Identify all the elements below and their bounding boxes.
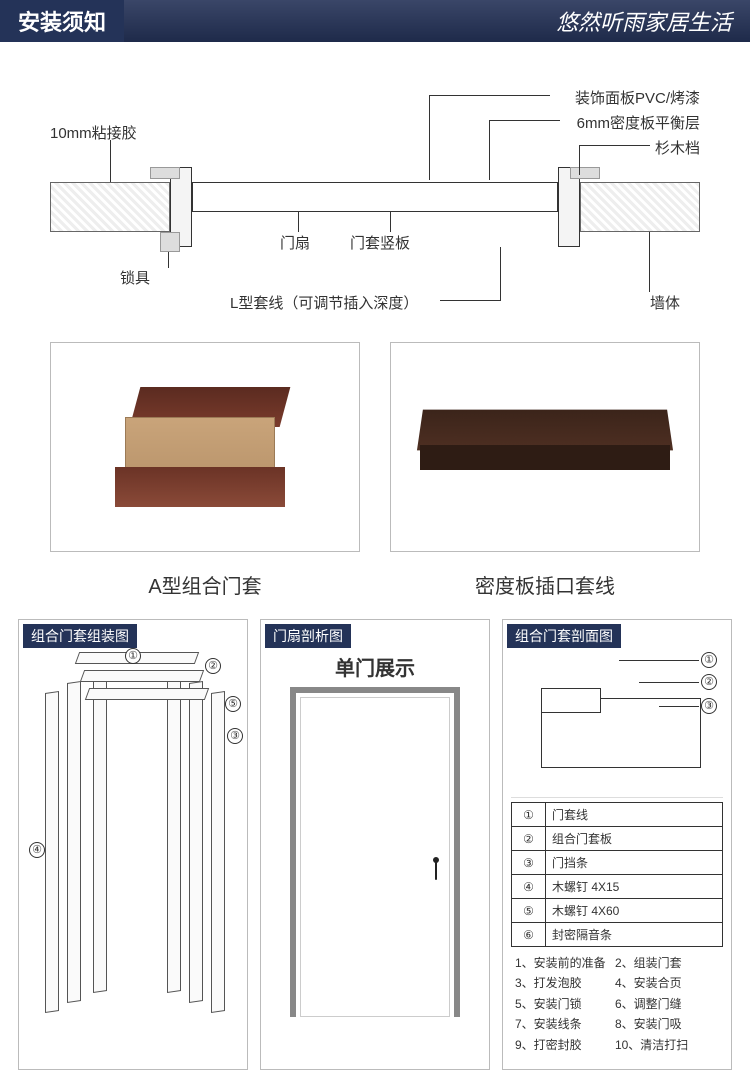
label-frame-vertical: 门套竖板 [350,232,410,253]
door-leaf [300,697,450,1017]
lock-shape [160,232,180,252]
door-frame [290,687,460,1017]
header-brand: 悠然听雨家居生活 [124,0,750,42]
caption-a: A型组合门套 [50,570,360,599]
num-4: ④ [29,842,45,858]
label-door-leaf: 门扇 [280,232,310,253]
trim-top-r [570,167,600,179]
wood-render-b [420,407,670,487]
door-leaf-shape [192,182,558,212]
wall-left [50,182,170,232]
panel-door: 门扇剖析图 单门展示 [260,619,490,1070]
install-steps: 1、安装前的准备2、组装门套 3、打发泡胶4、安装合页 5、安装门锁6、调整门缝… [511,947,723,1061]
sec-num-3: ③ [701,698,717,714]
door-handle-icon [433,857,439,863]
frame-right [558,167,580,247]
table-row: ⑥封密隔音条 [512,923,723,947]
wood-render-a [115,377,295,517]
table-row: ④木螺钉 4X15 [512,875,723,899]
panel-section: 组合门套剖面图 ① ② ③ ①门套线 ②组合门套板 ③门挡条 ④木螺钉 4X15… [502,619,732,1070]
photo-b [390,342,700,552]
panel-section-title: 组合门套剖面图 [507,624,621,648]
caption-b: 密度板插口套线 [390,570,700,599]
num-3: ③ [227,728,243,744]
label-mdf-6mm: 6mm密度板平衡层 [577,112,700,133]
parts-table: ①门套线 ②组合门套板 ③门挡条 ④木螺钉 4X15 ⑤木螺钉 4X60 ⑥封密… [511,802,723,947]
table-row: ①门套线 [512,803,723,827]
photo-card-b: 密度板插口套线 [390,342,700,599]
label-wall: 墙体 [650,292,680,313]
label-l-trim: L型套线（可调节插入深度） [230,292,418,313]
sec-num-1: ① [701,652,717,668]
label-adhesive: 10mm粘接胶 [50,122,137,143]
table-row: ⑤木螺钉 4X60 [512,899,723,923]
table-row: ②组合门套板 [512,827,723,851]
header-bar: 安装须知 悠然听雨家居生活 [0,0,750,42]
label-lock: 锁具 [120,267,150,288]
header-title: 安装须知 [0,0,124,42]
num-2: ② [205,658,221,674]
panel-assembly-title: 组合门套组装图 [23,624,137,648]
table-row: ③门挡条 [512,851,723,875]
num-1: ① [125,648,141,664]
door-heading: 单门展示 [269,652,481,681]
photo-card-a: A型组合门套 [50,342,360,599]
panel-assembly: 组合门套组装图 ① ② ⑤ ③ ④ [18,619,248,1070]
section-sketch: ① ② ③ [511,648,723,798]
three-panel-row: 组合门套组装图 ① ② ⑤ ③ ④ 门扇剖析 [0,609,750,1088]
cross-section-diagram: 10mm粘接胶 锁具 门扇 门套竖板 L型套线（可调节插入深度） 装饰面板PVC… [0,42,750,332]
label-fir: 杉木档 [655,137,700,158]
label-panel-pvc: 装饰面板PVC/烤漆 [575,87,700,108]
num-5: ⑤ [225,696,241,712]
photo-row: A型组合门套 密度板插口套线 [0,332,750,609]
trim-top-l [150,167,180,179]
photo-a [50,342,360,552]
panel-door-title: 门扇剖析图 [265,624,351,648]
exploded-sketch: ① ② ⑤ ③ ④ [27,652,239,1061]
wall-right [580,182,700,232]
sec-num-2: ② [701,674,717,690]
